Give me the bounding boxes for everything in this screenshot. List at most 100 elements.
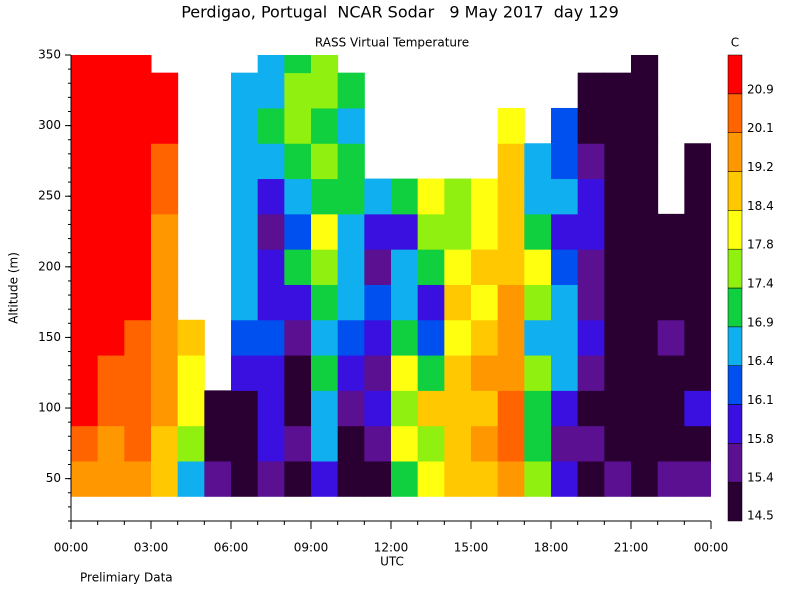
heatmap-cell	[231, 107, 259, 144]
heatmap-cell	[471, 390, 499, 427]
heatmap-cell	[471, 284, 499, 321]
heatmap-cell	[337, 249, 365, 285]
heatmap-cell	[444, 460, 472, 497]
heatmap-cell	[497, 213, 525, 250]
heatmap-cell	[71, 460, 99, 497]
heatmap-cell	[124, 107, 152, 144]
heatmap-cell	[497, 249, 525, 285]
y-tick-label: 100	[38, 401, 61, 415]
heatmap-cell	[71, 249, 99, 285]
heatmap-cell	[497, 143, 525, 180]
y-tick-label: 250	[38, 189, 61, 203]
heatmap-cell	[364, 355, 392, 391]
heatmap-cell	[231, 143, 259, 180]
chart-subtitle: RASS Virtual Temperature	[315, 36, 469, 50]
heatmap-cell	[177, 460, 205, 497]
colorbar-swatch	[727, 210, 743, 250]
heatmap-cell	[71, 355, 99, 391]
heatmap-cell	[257, 284, 285, 321]
heatmap-cell	[151, 72, 179, 109]
heatmap-cell	[204, 425, 232, 462]
colorbar-label: 17.8	[747, 238, 774, 252]
x-tick-label: 09:00	[294, 541, 329, 555]
heatmap-cell	[471, 355, 499, 391]
heatmap-cell	[257, 55, 285, 74]
heatmap-cell	[151, 178, 179, 215]
heatmap-cell	[124, 390, 152, 427]
heatmap-cell	[444, 284, 472, 321]
heatmap-cell	[177, 355, 205, 391]
heatmap-cell	[364, 213, 392, 250]
heatmap-cell	[604, 460, 632, 497]
heatmap-cell	[577, 284, 605, 321]
heatmap-cell	[284, 72, 312, 109]
heatmap-cell	[311, 178, 339, 215]
heatmap-cell	[444, 319, 472, 356]
heatmap-cell	[71, 319, 99, 356]
heatmap-cell	[231, 72, 259, 109]
heatmap-cell	[151, 107, 179, 144]
heatmap-cell	[524, 249, 552, 285]
heatmap-cell	[524, 460, 552, 497]
heatmap-cell	[657, 355, 685, 391]
heatmap-cell	[444, 213, 472, 250]
heatmap-cell	[124, 178, 152, 215]
heatmap-cell	[604, 143, 632, 180]
heatmap-cell	[337, 319, 365, 356]
heatmap-cell	[604, 425, 632, 462]
heatmap-cell	[284, 355, 312, 391]
heatmap-cell	[204, 390, 232, 427]
y-tick-label: 200	[38, 259, 61, 273]
heatmap-cell	[657, 390, 685, 427]
heatmap-cell	[71, 72, 99, 109]
heatmap-cell	[284, 425, 312, 462]
heatmap-cell	[124, 143, 152, 180]
heatmap-cell	[231, 460, 259, 497]
x-tick-label: 00:00	[54, 541, 89, 555]
heatmap-cell	[391, 425, 419, 462]
heatmap-cell	[311, 425, 339, 462]
heatmap-cell	[684, 425, 711, 462]
heatmap-cell	[124, 425, 152, 462]
heatmap-cell	[497, 425, 525, 462]
heatmap-cell	[684, 143, 711, 180]
heatmap-cell	[97, 55, 125, 74]
heatmap-cell	[151, 249, 179, 285]
heatmap-cell	[97, 178, 125, 215]
heatmap-cell	[151, 355, 179, 391]
heatmap-cell	[284, 107, 312, 144]
heatmap-cell	[524, 284, 552, 321]
heatmap-cell	[444, 425, 472, 462]
heatmap-cell	[71, 55, 99, 74]
heatmap-cell	[524, 143, 552, 180]
colorbar-label: 17.4	[747, 277, 774, 291]
heatmap-cell	[604, 213, 632, 250]
heatmap-cell	[657, 319, 685, 356]
heatmap-cell	[684, 355, 711, 391]
heatmap-cell	[604, 178, 632, 215]
heatmap-cell	[337, 213, 365, 250]
heatmap-cell	[124, 460, 152, 497]
colorbar-label: 20.9	[747, 82, 774, 96]
heatmap-cell	[577, 107, 605, 144]
x-tick-label: 21:00	[614, 541, 649, 555]
heatmap-cell	[311, 55, 339, 74]
heatmap-cell	[257, 355, 285, 391]
heatmap-cell	[97, 284, 125, 321]
heatmap-cell	[337, 460, 365, 497]
heatmap-cell	[444, 355, 472, 391]
heatmap-cell	[524, 213, 552, 250]
heatmap-cell	[97, 425, 125, 462]
heatmap-cell	[151, 460, 179, 497]
heatmap-cell	[97, 107, 125, 144]
heatmap-cell	[391, 178, 419, 215]
heatmap-cell	[577, 249, 605, 285]
heatmap-cell	[231, 355, 259, 391]
heatmap-cell	[97, 213, 125, 250]
heatmap-cell	[524, 355, 552, 391]
heatmap-cell	[684, 249, 711, 285]
colorbar-label: 14.5	[747, 509, 774, 523]
heatmap-cell	[577, 213, 605, 250]
heatmap-cell	[124, 249, 152, 285]
heatmap-cell	[284, 178, 312, 215]
